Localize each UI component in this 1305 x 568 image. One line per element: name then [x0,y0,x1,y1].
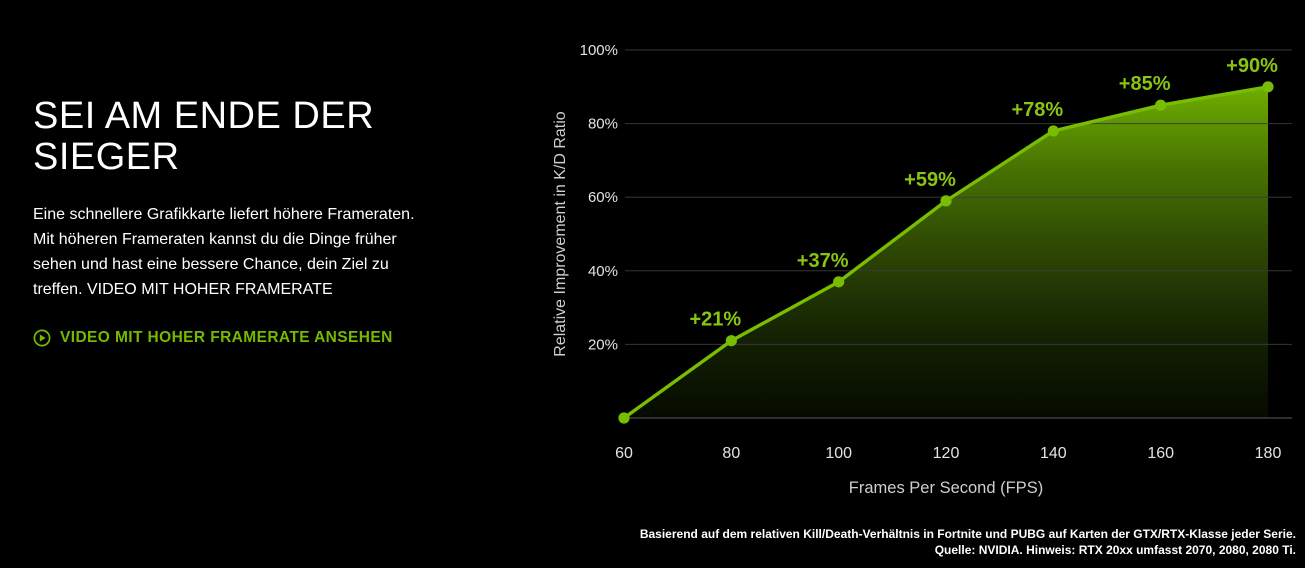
chart-footnote-line2: Quelle: NVIDIA. Hinweis: RTX 20xx umfass… [934,542,1296,557]
x-tick-label: 140 [1040,445,1067,462]
x-axis-label: Frames Per Second (FPS) [849,479,1043,497]
y-tick-label: 80% [588,116,618,133]
x-tick-labels: 60 80 100 120 140 160 180 [615,445,1281,462]
data-point [1047,125,1059,137]
chart-svg: +21% +37% +59% +78% +85% +90% 20% 40% 60% 80% 100%… [552,42,1292,497]
hero-description-line: Eine schnellere Grafikkarte liefert höhe… [33,206,415,223]
data-point [940,195,952,207]
x-tick-label: 60 [615,445,633,462]
x-tick-label: 160 [1147,445,1174,462]
point-label: +78% [1011,99,1063,121]
point-label: +37% [797,250,849,272]
point-label: +21% [689,309,741,331]
video-cta-label: VIDEO MIT HOHER FRAMERATE ANSEHEN [60,329,393,346]
data-point [1262,81,1274,93]
hero-description-line: sehen und hast eine bessere Chance, dein… [33,256,389,273]
y-tick-label: 40% [588,263,618,280]
x-tick-label: 180 [1255,445,1282,462]
chart-footnote-line1: Basierend auf dem relativen Kill/Death-V… [639,527,1296,541]
point-label: +90% [1226,55,1278,77]
x-tick-label: 80 [722,445,740,462]
area-fill [624,86,1268,419]
page-title-line: SEI AM ENDE DER [33,95,375,137]
y-axis-label: Relative Improvement in K/D Ratio [552,111,569,357]
page-title-line: SIEGER [33,136,180,178]
hero-description-line: treffen. VIDEO MIT HOHER FRAMERATE [33,281,333,298]
data-point [1155,99,1167,111]
hero-description: Eine schnellere Grafikkarte liefert höhe… [33,202,483,302]
point-labels: +21% +37% +59% +78% +85% +90% [689,55,1278,331]
gridlines [625,49,1292,419]
y-tick-label: 20% [588,336,618,353]
page-title: SEI AM ENDE DER SIEGER [33,96,483,178]
play-circle-icon [33,329,51,347]
hero-copy: SEI AM ENDE DER SIEGER Eine schnellere G… [33,96,483,302]
x-tick-label: 120 [933,445,960,462]
point-label: +59% [904,169,956,191]
x-tick-label: 100 [825,445,852,462]
data-point [833,276,845,288]
y-tick-labels: 20% 40% 60% 80% 100% [580,42,618,353]
kd-improvement-chart: +21% +37% +59% +78% +85% +90% 20% 40% 60% 80% 100%… [540,30,1305,530]
hero-description-line: Mit höheren Frameraten kannst du die Din… [33,231,397,248]
data-point [618,412,630,424]
data-point [725,335,737,347]
video-cta-link[interactable]: VIDEO MIT HOHER FRAMERATE ANSEHEN [33,329,393,347]
chart-footnote: Basierend auf dem relativen Kill/Death-V… [640,527,1296,558]
data-points [618,81,1274,424]
point-label: +85% [1119,73,1171,95]
y-tick-label: 100% [580,42,618,59]
y-tick-label: 60% [588,189,618,206]
